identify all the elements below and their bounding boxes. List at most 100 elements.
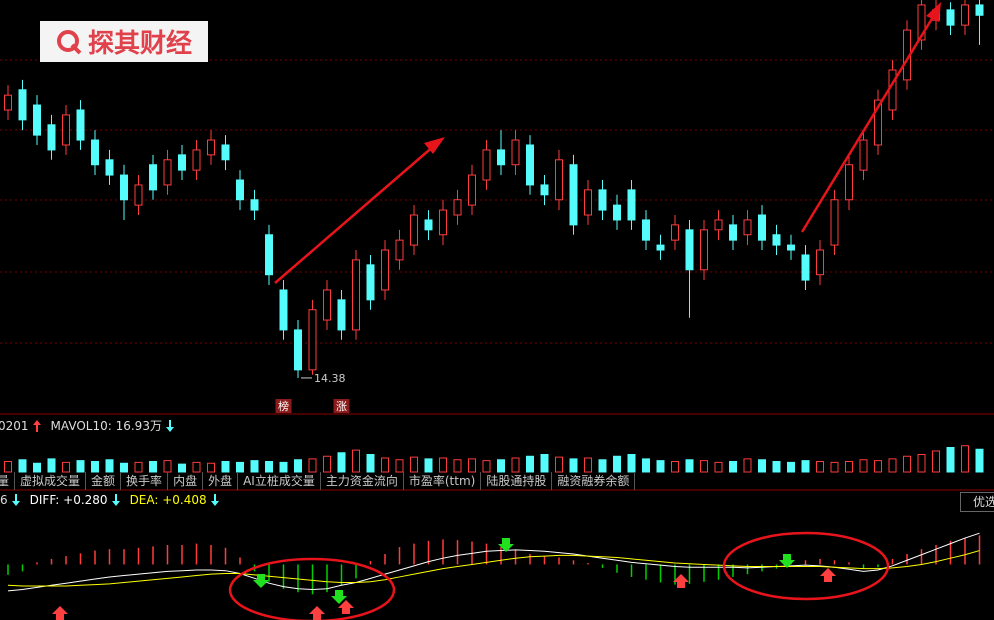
grid (0, 59, 994, 344)
buy-signal (52, 606, 68, 620)
candle-body (279, 289, 288, 331)
tab[interactable]: 量 (0, 472, 16, 490)
volume-bar (613, 455, 621, 473)
volume-bar (830, 461, 839, 473)
volume-bar (714, 461, 723, 473)
tab[interactable]: AI立桩成交量 (238, 472, 321, 490)
volume-bar (178, 463, 186, 473)
candle-body (366, 264, 375, 301)
volume-bar (975, 448, 984, 473)
candle-body (105, 159, 114, 176)
candle-body (598, 189, 607, 211)
tab[interactable]: 市盈率(ttm) (404, 472, 482, 490)
candle-body (468, 174, 476, 206)
candle-body (946, 9, 955, 26)
candle-body (685, 229, 694, 271)
down-indicator (111, 494, 120, 506)
candle-body (555, 159, 563, 201)
tab[interactable]: 虚拟成交量 (15, 472, 87, 490)
volume-bar (381, 457, 389, 473)
candle-body (424, 219, 433, 231)
volume-bar (961, 445, 969, 473)
tab[interactable]: 换手率 (121, 472, 169, 490)
candle-body (801, 254, 810, 281)
volume-bar (395, 459, 404, 473)
candle-body (845, 164, 853, 201)
candle-body (250, 199, 259, 211)
volume-bar (511, 457, 520, 473)
candle-body (656, 244, 665, 251)
buy-signal (309, 606, 325, 620)
marks: 榜 涨 14.38 (4, 0, 984, 595)
tab[interactable]: 融资融券余额 (552, 472, 636, 490)
volume-header: 0201 MAVOL10: 16.93万 (0, 417, 174, 434)
candle-body (163, 159, 172, 186)
volume-bar (453, 459, 462, 473)
tab[interactable]: 主力资金流向 (321, 472, 404, 490)
candle-body (62, 114, 70, 146)
tab[interactable]: 陆股通持股 (481, 472, 553, 490)
down-indicator (11, 494, 20, 506)
candle-body (294, 329, 302, 371)
tag-box (275, 399, 292, 413)
volume-bar (526, 455, 534, 473)
candle-body (917, 4, 926, 41)
macd-header: 6 DIFF: +0.280 DEA: +0.408 (0, 493, 219, 507)
volume-bar (366, 454, 375, 473)
volume-bar (192, 461, 201, 473)
volume-bar (279, 461, 288, 473)
volume-bar (598, 459, 607, 473)
candle-body (642, 219, 650, 241)
volume-bar (932, 450, 940, 473)
volume-bar (787, 461, 795, 473)
volume-bar (439, 457, 447, 473)
volume-bar (265, 461, 273, 473)
select-button[interactable]: 优选 (960, 492, 994, 512)
candle-body (453, 199, 462, 216)
candle-body (192, 149, 201, 171)
volume-bar (656, 460, 665, 473)
sell-signal (331, 590, 347, 604)
volume-bar (859, 459, 868, 473)
candle-body (874, 99, 882, 146)
candle-body (830, 199, 839, 246)
volume-bar (743, 458, 752, 473)
volume-bar (4, 461, 12, 473)
volume-bar (540, 454, 549, 473)
sell-signal (253, 574, 269, 588)
candle-body (497, 149, 505, 166)
candle-body (18, 89, 27, 121)
volume-label: 0201 (0, 418, 29, 433)
volume-bar (801, 460, 810, 473)
buy-signal (338, 600, 354, 614)
candle-body (888, 69, 897, 111)
candle-body (772, 234, 781, 246)
volume-bar (772, 461, 781, 473)
volume-bar (482, 460, 491, 473)
volume-bar (62, 461, 70, 473)
candle-body (47, 124, 56, 151)
trend-arrow (274, 144, 436, 284)
volume-bar (497, 459, 505, 473)
candle-body (439, 209, 447, 236)
candle-body (323, 289, 331, 321)
candle-body (120, 174, 128, 201)
candle-body (395, 239, 404, 261)
volume-bar (729, 461, 737, 473)
volume-bar (18, 459, 27, 473)
volume-bar (946, 447, 955, 473)
up-indicator (32, 419, 41, 432)
candle-body (859, 139, 868, 171)
tab[interactable]: 内盘 (168, 472, 204, 490)
tab[interactable]: 金额 (86, 472, 122, 490)
low-label: 14.38 (314, 372, 346, 385)
candle-body (410, 214, 418, 246)
volume-bar (468, 458, 476, 473)
volume-bar (221, 461, 230, 473)
volume-bar (874, 460, 882, 473)
volume-bar (903, 455, 911, 473)
volume-bar (105, 459, 114, 473)
volume-bar (294, 459, 302, 473)
tab[interactable]: 外盘 (203, 472, 239, 490)
